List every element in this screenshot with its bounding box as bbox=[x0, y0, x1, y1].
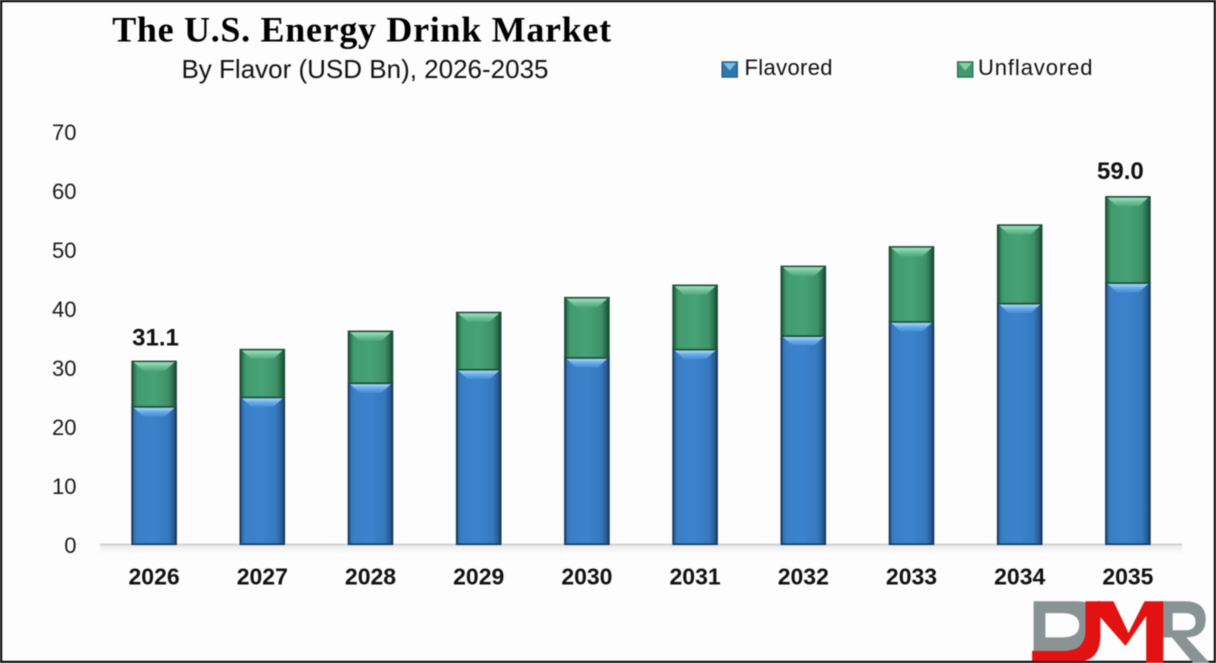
svg-text:70: 70 bbox=[52, 120, 76, 145]
svg-text:2027: 2027 bbox=[237, 564, 288, 590]
svg-text:2035: 2035 bbox=[1102, 564, 1153, 590]
svg-text:30: 30 bbox=[52, 356, 76, 381]
svg-text:Unflavored: Unflavored bbox=[978, 55, 1093, 80]
svg-text:2030: 2030 bbox=[561, 564, 612, 590]
svg-text:2034: 2034 bbox=[994, 564, 1045, 590]
svg-text:The U.S. Energy Drink Market: The U.S. Energy Drink Market bbox=[112, 10, 612, 50]
svg-text:2033: 2033 bbox=[886, 564, 937, 590]
svg-text:60: 60 bbox=[52, 179, 76, 204]
svg-text:2032: 2032 bbox=[778, 564, 829, 590]
svg-text:20: 20 bbox=[52, 415, 76, 440]
svg-text:2026: 2026 bbox=[129, 564, 180, 590]
svg-text:59.0: 59.0 bbox=[1097, 158, 1144, 185]
svg-text:0: 0 bbox=[64, 533, 76, 558]
svg-text:2029: 2029 bbox=[453, 564, 504, 590]
svg-text:By Flavor (USD Bn), 2026-2035: By Flavor (USD Bn), 2026-2035 bbox=[181, 54, 548, 84]
svg-text:10: 10 bbox=[52, 474, 76, 499]
svg-text:2028: 2028 bbox=[345, 564, 396, 590]
svg-text:40: 40 bbox=[52, 297, 76, 322]
svg-text:Flavored: Flavored bbox=[745, 55, 833, 80]
svg-text:31.1: 31.1 bbox=[132, 325, 179, 352]
svg-text:50: 50 bbox=[52, 238, 76, 263]
svg-text:2031: 2031 bbox=[670, 564, 721, 590]
